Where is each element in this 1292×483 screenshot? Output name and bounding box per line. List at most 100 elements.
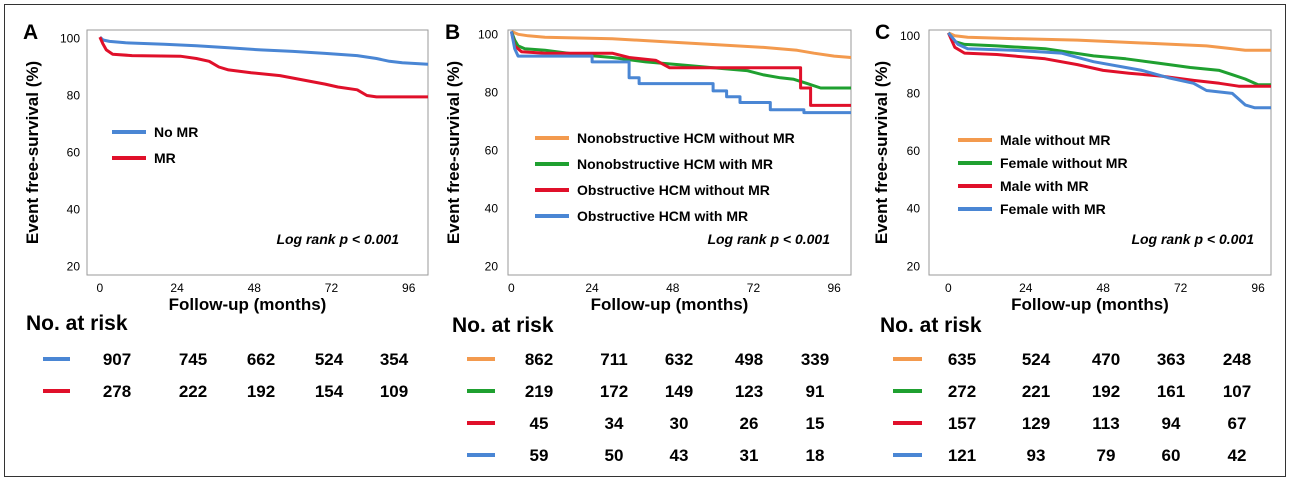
km-curve-mr [98,36,428,99]
risk-count: 129 [1022,414,1050,433]
x-tick-label: 48 [666,281,680,295]
log-rank-annotation: Log rank p < 0.001 [276,231,399,247]
risk-count: 26 [740,414,759,433]
x-tick-label: 0 [508,281,515,295]
km-curve-obstructive-hcm-with-mr [509,31,851,115]
risk-count: 123 [735,382,763,401]
km-curve-male-with-mr [947,32,1271,88]
risk-count: 67 [1228,414,1247,433]
log-rank-annotation: Log rank p < 0.001 [707,231,830,247]
risk-count: 18 [806,446,825,465]
risk-count: 42 [1228,446,1247,465]
legend-label: Nonobstructive HCM without MR [577,130,795,146]
legend-label: Obstructive HCM without MR [577,182,770,198]
risk-count: 91 [806,382,825,401]
y-tick-label: 20 [67,259,81,273]
x-tick-label: 0 [945,281,952,295]
risk-count: 219 [525,382,553,401]
km-curve-no-mr [98,35,429,66]
km-curve-nonobstructive-hcm-with-mr [509,30,851,90]
y-tick-label: 80 [67,89,81,103]
km-curve-female-with-mr [947,31,1271,110]
risk-count: 59 [530,446,549,465]
legend-label: Female with MR [1000,201,1106,217]
panel-label: A [23,21,38,44]
x-tick-label: 24 [1019,281,1033,295]
x-axis-label: Follow-up (months) [169,295,327,314]
risk-count: 43 [670,446,689,465]
risk-count: 470 [1092,350,1120,369]
risk-count: 711 [600,350,627,369]
y-tick-label: 60 [907,144,921,158]
legend-label: MR [154,150,176,166]
risk-count: 363 [1157,350,1185,369]
risk-table-title: No. at risk [26,312,128,335]
km-curve-obstructive-hcm-without-mr [509,31,851,107]
risk-count: 662 [247,350,275,369]
panel-b: B Event free-survival (%) 20 40 60 80 100 0 24 48… [444,21,852,465]
risk-count: 498 [735,350,763,369]
risk-count: 524 [315,350,344,369]
risk-count: 172 [600,382,628,401]
risk-count: 154 [315,382,344,401]
y-tick-label: 100 [60,32,80,46]
risk-count: 79 [1097,446,1116,465]
x-tick-label: 96 [1251,281,1265,295]
y-axis-label: Event free-survival (%) [872,61,891,244]
risk-count: 354 [380,350,409,369]
panel-c: C Event free-survival (%) 20 40 60 80 100 0 24 48… [872,21,1272,465]
risk-count: 30 [670,414,689,433]
risk-count: 109 [380,382,408,401]
risk-count: 149 [665,382,693,401]
plot-area [928,29,1272,276]
risk-count: 635 [948,350,976,369]
risk-count: 161 [1157,382,1185,401]
x-tick-label: 24 [585,281,599,295]
legend-label: Nonobstructive HCM with MR [577,156,773,172]
risk-count: 524 [1022,350,1051,369]
y-tick-label: 100 [478,27,498,41]
risk-count: 192 [1092,382,1120,401]
km-curve-nonobstructive-hcm-without-mr [510,30,852,59]
risk-count: 745 [179,350,207,369]
panel-label: B [445,21,460,44]
risk-count: 107 [1223,382,1251,401]
risk-count: 34 [605,414,624,433]
y-tick-label: 20 [907,259,921,273]
risk-count: 221 [1022,382,1050,401]
legend-label: Male with MR [1000,178,1089,194]
risk-count: 45 [530,414,549,433]
x-tick-label: 48 [1097,281,1111,295]
risk-count: 93 [1027,446,1046,465]
y-tick-label: 60 [67,146,81,160]
risk-count: 31 [740,446,759,465]
risk-count: 222 [179,382,207,401]
risk-count: 15 [806,414,825,433]
x-tick-label: 48 [248,281,262,295]
risk-count: 907 [103,350,131,369]
risk-count: 339 [801,350,829,369]
risk-count: 632 [665,350,693,369]
risk-count: 192 [247,382,275,401]
km-curve-female-without-mr [947,32,1271,87]
risk-table-title: No. at risk [452,314,554,337]
x-tick-label: 96 [828,281,842,295]
risk-count: 121 [948,446,976,465]
x-tick-label: 72 [1174,281,1188,295]
risk-count: 113 [1092,414,1119,433]
x-tick-label: 72 [325,281,339,295]
risk-count: 272 [948,382,976,401]
risk-count: 60 [1162,446,1181,465]
y-tick-label: 40 [67,202,81,216]
risk-table-title: No. at risk [880,314,982,337]
x-tick-label: 0 [97,281,104,295]
risk-count: 50 [605,446,624,465]
y-tick-label: 100 [900,29,920,43]
panel-a: A Event free-survival (%) 20 40 60 80 100 0 24 48… [23,21,429,401]
legend-label: Female without MR [1000,155,1128,171]
x-tick-label: 96 [402,281,416,295]
x-tick-label: 24 [170,281,184,295]
figure-frame [4,4,1286,477]
x-axis-label: Follow-up (months) [1011,295,1169,314]
